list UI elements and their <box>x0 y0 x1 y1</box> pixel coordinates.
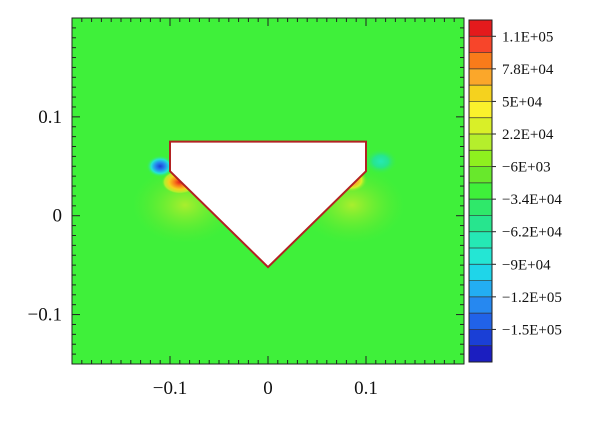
colorbar-swatch <box>469 264 492 281</box>
colorbar-swatch <box>469 231 492 249</box>
colorbar <box>468 19 493 363</box>
colorbar-label: −1.2E+05 <box>502 290 562 306</box>
colorbar-swatch <box>469 68 492 86</box>
axis-ticks <box>72 18 464 364</box>
colorbar-label: −6.2E+04 <box>502 225 562 241</box>
colorbar-swatch <box>469 345 492 363</box>
colorbar-swatch <box>469 313 492 330</box>
colorbar-swatch <box>469 85 492 102</box>
colorbar-swatch <box>469 134 492 151</box>
contour-hotspot-1 <box>146 155 175 178</box>
colorbar-swatch <box>469 182 492 200</box>
x-tick-label: −0.1 <box>153 378 187 399</box>
y-tick-label: 0 <box>53 206 63 227</box>
colorbar-swatch <box>469 215 492 233</box>
contour-hotspot-4 <box>363 148 398 175</box>
x-tick-label: 0.1 <box>354 378 378 399</box>
colorbar-label: 1.1E+05 <box>502 29 553 45</box>
y-tick-label: 0.1 <box>38 107 62 128</box>
colorbar-swatch <box>469 150 492 167</box>
x-axis-tick-labels: −0.1 0 0.1 <box>153 378 378 399</box>
colorbar-label: 5E+04 <box>502 94 543 110</box>
colorbar-swatch <box>469 36 492 53</box>
colorbar-label: −9E+04 <box>502 257 551 273</box>
colorbar-label: −6E+03 <box>502 160 551 176</box>
colorbar-swatch <box>469 20 492 37</box>
colorbar-swatch <box>469 248 492 265</box>
colorbar-swatch <box>469 101 492 119</box>
x-tick-label: 0 <box>263 378 273 399</box>
colorbar-label: 2.2E+04 <box>502 127 554 143</box>
colorbar-swatch <box>469 52 492 70</box>
colorbar-label: −1.5E+05 <box>502 322 562 338</box>
plot-area <box>72 18 464 364</box>
y-axis-tick-labels: −0.1 0 0.1 <box>28 107 62 326</box>
colorbar-swatch <box>469 329 492 347</box>
colorbar-labels: 1.1E+05 7.8E+04 5E+04 2.2E+04 −6E+03 −3.4E+04… <box>492 29 562 338</box>
colorbar-label: 7.8E+04 <box>502 62 554 78</box>
colorbar-swatch <box>469 199 492 216</box>
y-tick-label: −0.1 <box>28 305 62 326</box>
colorbar-label: −3.4E+04 <box>502 192 562 208</box>
colorbar-frame <box>468 19 493 363</box>
colorbar-swatch <box>469 280 492 298</box>
colorbar-swatch <box>469 117 492 135</box>
colorbar-swatch <box>469 166 492 184</box>
colorbar-swatch <box>469 296 492 314</box>
obstacle-shape <box>169 140 367 269</box>
